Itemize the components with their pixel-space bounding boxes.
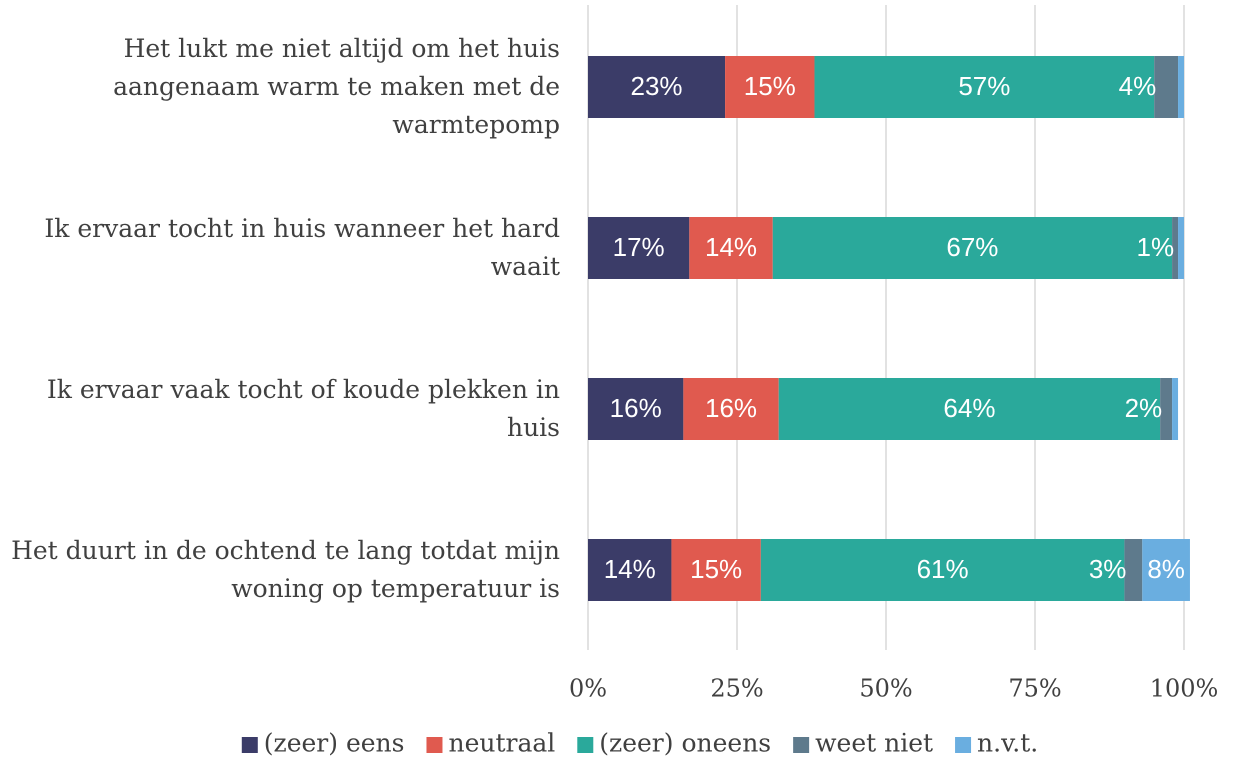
x-tick-label: 50%	[859, 675, 912, 703]
data-label: 67%	[946, 232, 998, 262]
data-label: 15%	[690, 554, 742, 584]
data-label: 14%	[705, 232, 757, 262]
bar-segment	[1172, 378, 1179, 440]
legend-label: (zeer) eens	[264, 729, 405, 758]
x-tick-label: 100%	[1150, 675, 1219, 703]
category-label: Ik ervaar tocht in huis wanneer het hard…	[44, 214, 560, 281]
bar-segment	[778, 378, 1161, 440]
data-label: 3%	[1089, 554, 1127, 584]
bar-segment	[683, 378, 779, 440]
data-label: 16%	[610, 393, 662, 423]
x-tick-label: 75%	[1008, 675, 1061, 703]
data-label: 14%	[604, 554, 656, 584]
data-label: 23%	[631, 71, 683, 101]
bar-segment	[1178, 217, 1184, 279]
legend-swatch	[955, 737, 972, 753]
bar-segment	[772, 217, 1173, 279]
bar-segment	[725, 56, 815, 118]
bar-segment	[814, 56, 1155, 118]
data-label: 8%	[1147, 554, 1185, 584]
bar-segment	[1124, 539, 1143, 601]
bar-segment	[1154, 56, 1179, 118]
x-tick-label: 0%	[569, 675, 607, 703]
bar-segment	[689, 217, 773, 279]
bar-segment	[588, 56, 726, 118]
data-label: 61%	[917, 554, 969, 584]
bar-segment	[588, 217, 690, 279]
bar-segment	[1172, 217, 1179, 279]
data-label: 57%	[958, 71, 1010, 101]
bar-segment	[588, 539, 672, 601]
bar-segment	[1178, 56, 1184, 118]
data-label: 4%	[1119, 71, 1157, 101]
data-label: 1%	[1137, 232, 1175, 262]
data-label: 16%	[705, 393, 757, 423]
legend-swatch	[426, 737, 443, 753]
legend-label: weet niet	[815, 729, 933, 758]
bar-segment	[588, 378, 684, 440]
legend-label: neutraal	[448, 729, 555, 758]
bar-segment	[1160, 378, 1173, 440]
data-label: 15%	[744, 71, 796, 101]
bar-segment	[760, 539, 1125, 601]
bar-segment	[671, 539, 761, 601]
legend-label: (zeer) oneens	[599, 729, 771, 758]
data-label: 2%	[1125, 393, 1163, 423]
legend: (zeer) eens neutraal (zeer) oneens weet nie…	[241, 729, 1038, 758]
legend-swatch	[577, 737, 594, 753]
bar-segment	[1142, 539, 1190, 601]
category-label: Ik ervaar vaak tocht of koude plekken in…	[46, 375, 560, 442]
legend-label: n.v.t.	[977, 729, 1038, 758]
category-label: Het duurt in de ochtend te lang totdat m…	[11, 536, 560, 603]
category-label: Het lukt me niet altijd om het huis aang…	[113, 34, 560, 139]
legend-swatch	[793, 737, 810, 753]
data-label: 64%	[943, 393, 995, 423]
x-tick-label: 25%	[710, 675, 763, 703]
legend-swatch	[241, 737, 258, 753]
data-label: 17%	[613, 232, 665, 262]
